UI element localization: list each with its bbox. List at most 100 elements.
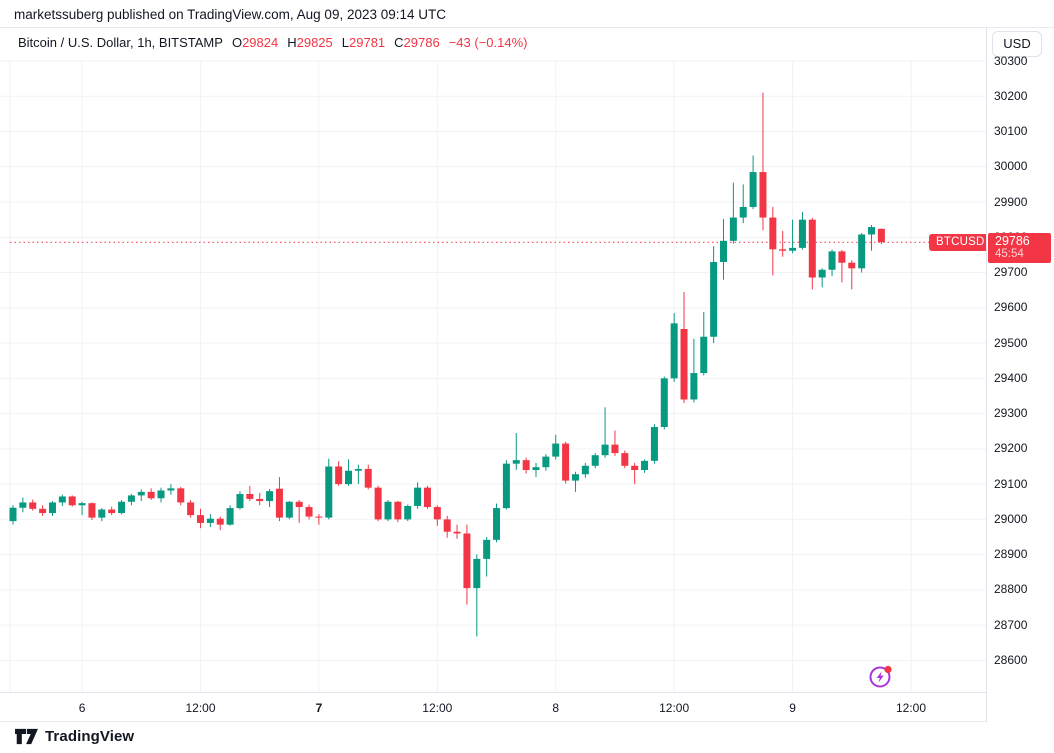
price-tick: 29100 <box>994 476 1028 491</box>
time-tick-12:00: 12:00 <box>185 701 216 715</box>
candle-body <box>354 468 362 471</box>
candle-body <box>621 453 629 466</box>
candle-body <box>266 491 274 502</box>
price-tick: 28600 <box>994 652 1028 667</box>
candle-body <box>502 463 510 509</box>
time-tick-7: 7 <box>315 701 323 715</box>
candle-body <box>443 519 451 532</box>
candle-body <box>19 502 27 508</box>
candle-body <box>552 443 560 457</box>
candle-body <box>483 539 491 559</box>
candle-body <box>463 533 471 589</box>
candle-body <box>789 247 797 251</box>
candle-body <box>68 496 76 506</box>
candle-body <box>177 488 185 503</box>
candle-body <box>315 516 323 518</box>
time-tick-9: 9 <box>789 701 796 715</box>
candle-body <box>305 507 313 517</box>
price-change: −43 (−0.14%) <box>448 35 528 50</box>
tradingview-logo[interactable]: TradingView <box>14 728 134 745</box>
candle-body <box>493 508 501 540</box>
candle-body <box>512 460 520 464</box>
candle-body <box>196 515 204 523</box>
candle-body <box>58 496 66 503</box>
time-tick-12:00: 12:00 <box>895 701 926 715</box>
candle-body <box>660 378 668 427</box>
ohlc-H: H29825 <box>287 35 333 50</box>
footer: TradingView <box>0 722 1054 753</box>
attribution-bar: marketssuberg published on TradingView.c… <box>0 0 1054 28</box>
candle-body <box>749 172 757 207</box>
time-tick-8: 8 <box>552 701 560 715</box>
price-tick: 29900 <box>994 194 1028 209</box>
candle-body <box>571 474 579 481</box>
candle-body <box>453 531 461 534</box>
candle-body <box>433 507 441 520</box>
price-tick: 30300 <box>994 53 1028 68</box>
ohlc-L: L29781 <box>341 35 386 50</box>
candle-body <box>700 336 708 374</box>
symbol-legend: Bitcoin / U.S. Dollar, 1h, BITSTAMP O298… <box>18 35 527 50</box>
candle-body <box>187 502 195 516</box>
price-tick: 29700 <box>994 265 1028 280</box>
candle-body <box>78 503 86 506</box>
time-scale[interactable]: 6 12:00 7 12:00 8 12:00 9 12:00 <box>0 692 986 722</box>
candle-body <box>206 518 214 523</box>
candle-body <box>216 518 224 525</box>
candle-body <box>335 466 343 485</box>
candle-body <box>236 493 244 509</box>
candle-body <box>295 501 303 508</box>
candle-body <box>650 426 658 461</box>
candle-body <box>542 456 550 468</box>
candle-body <box>98 509 106 518</box>
candle-body <box>48 502 56 514</box>
lightning-icon <box>869 665 892 688</box>
candle-body <box>601 444 609 456</box>
candle-body <box>611 444 619 454</box>
price-tick: 28900 <box>994 547 1028 562</box>
candle-body <box>522 460 530 471</box>
candle-body <box>285 501 293 518</box>
candle-body <box>798 219 806 248</box>
candle-body <box>581 465 589 475</box>
candle-body <box>108 509 116 514</box>
currency-toggle-button[interactable]: USD <box>992 31 1042 57</box>
price-tick: 30000 <box>994 159 1028 174</box>
candle-body <box>127 495 135 502</box>
price-tick: 28700 <box>994 617 1028 632</box>
candle-body <box>364 468 372 488</box>
chart-canvas[interactable]: Bitcoin / U.S. Dollar, 1h, BITSTAMP O298… <box>0 28 992 692</box>
candle-body <box>818 269 826 278</box>
candle-body <box>9 507 17 522</box>
candle-body <box>29 502 37 509</box>
candle-body <box>157 490 165 499</box>
candle-body <box>374 487 382 520</box>
ohlc-O: O29824 <box>231 35 279 50</box>
candle-body <box>690 373 698 400</box>
candle-body <box>384 501 392 520</box>
price-scale[interactable]: USD 303003020030100300002990029800297002… <box>986 28 1054 722</box>
candle-body <box>532 467 540 471</box>
price-tick: 29400 <box>994 370 1028 385</box>
flash-marker-icon[interactable] <box>868 664 894 690</box>
candlestick-chart[interactable] <box>0 28 986 692</box>
candle-body <box>729 217 737 241</box>
candle-body <box>423 487 431 508</box>
candle-body <box>167 488 175 491</box>
candle-body <box>414 487 422 506</box>
candle-body <box>769 217 777 250</box>
candle-body <box>88 503 96 518</box>
candle-body <box>641 460 649 471</box>
candle-body <box>838 251 846 263</box>
last-price-value: 29786 <box>995 234 1030 249</box>
candle-body <box>275 488 283 518</box>
candle-body <box>808 219 816 278</box>
candle-body <box>137 491 145 496</box>
bar-countdown: 45:54 <box>995 248 1024 261</box>
time-tick-6: 6 <box>78 701 86 715</box>
candle-body <box>473 558 481 589</box>
candle-body <box>345 470 353 485</box>
candle-body <box>858 234 866 269</box>
candle-body <box>739 206 747 218</box>
